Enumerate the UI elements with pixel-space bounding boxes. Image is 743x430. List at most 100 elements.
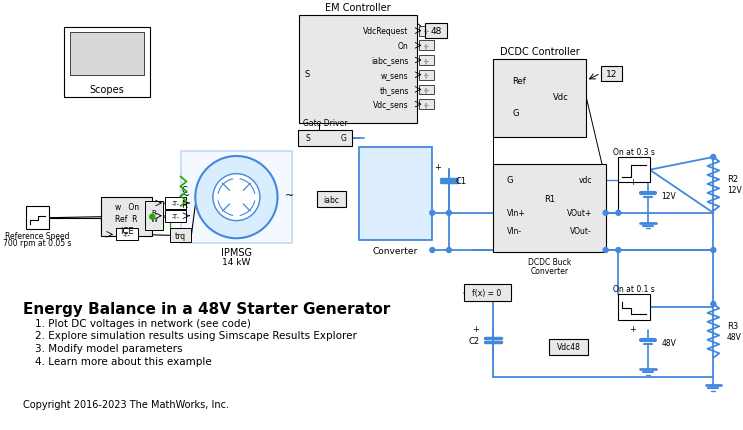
Bar: [418, 41, 434, 51]
Text: 48: 48: [430, 27, 442, 36]
Text: R2: R2: [727, 175, 739, 184]
Text: 12V: 12V: [661, 191, 676, 200]
Text: Reference Speed: Reference Speed: [5, 231, 70, 240]
Text: On at 0.1 s: On at 0.1 s: [613, 284, 655, 293]
Circle shape: [616, 248, 621, 253]
Bar: [493, 60, 586, 138]
Circle shape: [447, 211, 452, 216]
Bar: [418, 27, 434, 37]
Text: 3. Modify model parameters: 3. Modify model parameters: [35, 343, 182, 353]
Circle shape: [711, 155, 716, 160]
Bar: [359, 148, 432, 241]
Bar: [618, 158, 649, 183]
Text: 48V: 48V: [727, 332, 742, 341]
Bar: [549, 339, 588, 355]
Text: Vdc: Vdc: [553, 92, 568, 101]
Text: Energy Balance in a 48V Starter Generator: Energy Balance in a 48V Starter Generato…: [23, 301, 390, 316]
Text: 1. Plot DC voltages in network (see code): 1. Plot DC voltages in network (see code…: [35, 318, 250, 328]
Text: DCDC Buck: DCDC Buck: [528, 258, 571, 267]
Circle shape: [616, 211, 621, 216]
Text: G: G: [340, 134, 346, 143]
Text: VIn-: VIn-: [507, 227, 522, 235]
Bar: [618, 295, 649, 320]
Bar: [101, 198, 152, 237]
Text: Copyright 2016-2023 The MathWorks, Inc.: Copyright 2016-2023 The MathWorks, Inc.: [23, 399, 229, 409]
Text: +: +: [629, 324, 636, 333]
Text: -|-: -|-: [424, 43, 429, 49]
Circle shape: [150, 215, 155, 220]
Circle shape: [430, 211, 435, 216]
Circle shape: [711, 248, 716, 253]
Bar: [418, 71, 434, 80]
Circle shape: [213, 174, 260, 221]
Text: +: +: [434, 163, 441, 172]
Bar: [181, 152, 292, 243]
Text: Ref: Ref: [513, 77, 526, 86]
Text: R1: R1: [544, 194, 555, 203]
Text: On: On: [398, 42, 409, 51]
Bar: [64, 28, 150, 98]
Text: EM Controller: EM Controller: [325, 3, 391, 13]
Text: Ref  R: Ref R: [115, 215, 138, 224]
Text: -T-: -T-: [172, 213, 180, 219]
Text: Converter: Converter: [373, 246, 418, 255]
Text: th_sens: th_sens: [380, 86, 409, 95]
Bar: [116, 229, 137, 241]
Text: Converter: Converter: [531, 267, 568, 276]
Text: ICE: ICE: [120, 227, 134, 235]
Bar: [317, 192, 346, 207]
Bar: [165, 198, 186, 209]
Bar: [493, 164, 606, 252]
Bar: [170, 229, 192, 243]
Text: Vdc_sens: Vdc_sens: [373, 100, 409, 109]
Circle shape: [447, 248, 452, 253]
Bar: [299, 16, 417, 123]
Circle shape: [711, 302, 716, 307]
Text: On at 0.3 s: On at 0.3 s: [613, 147, 655, 156]
Text: Gate Driver: Gate Driver: [303, 119, 347, 128]
Text: 12: 12: [606, 70, 617, 79]
Text: -T-: -T-: [172, 200, 180, 206]
Bar: [418, 56, 434, 66]
Text: w   On: w On: [114, 203, 139, 212]
Text: -|-: -|-: [424, 73, 429, 78]
Text: VOut-: VOut-: [570, 227, 592, 235]
Text: C: C: [181, 185, 187, 194]
Text: iabc_sens: iabc_sens: [372, 56, 409, 65]
Text: -|-: -|-: [424, 87, 429, 93]
Text: iabc: iabc: [323, 195, 340, 204]
Text: -T-: -T-: [123, 232, 131, 238]
Text: VOut+: VOut+: [566, 209, 592, 218]
Text: f(x) = 0: f(x) = 0: [473, 289, 502, 298]
Text: Vdc48: Vdc48: [557, 343, 580, 352]
Text: S: S: [305, 70, 310, 79]
Text: +: +: [473, 324, 479, 333]
Circle shape: [430, 248, 435, 253]
Text: -|-: -|-: [424, 102, 429, 108]
Bar: [26, 206, 49, 230]
Bar: [426, 24, 447, 38]
Text: +: +: [629, 178, 636, 187]
Text: ~: ~: [285, 191, 294, 201]
Bar: [165, 210, 186, 222]
Text: IPMSG: IPMSG: [221, 247, 252, 258]
Text: -|-: -|-: [424, 29, 429, 34]
Text: 14 kW: 14 kW: [222, 258, 250, 267]
Text: trq: trq: [175, 231, 186, 240]
Text: 12V: 12V: [727, 185, 742, 194]
Bar: [70, 33, 144, 76]
Circle shape: [195, 157, 278, 239]
Text: ~: ~: [181, 191, 190, 201]
Text: vdc: vdc: [578, 175, 592, 184]
Bar: [298, 130, 352, 147]
Text: G: G: [507, 175, 513, 184]
Text: 4. Learn more about this example: 4. Learn more about this example: [35, 356, 212, 366]
Text: 48V: 48V: [661, 338, 676, 347]
Circle shape: [603, 248, 608, 253]
Text: -|-: -|-: [424, 58, 429, 64]
Text: S: S: [306, 134, 311, 143]
Text: R: R: [181, 201, 187, 210]
Text: 700 rpm at 0.05 s: 700 rpm at 0.05 s: [4, 238, 72, 247]
Bar: [464, 285, 510, 301]
Bar: [418, 85, 434, 95]
